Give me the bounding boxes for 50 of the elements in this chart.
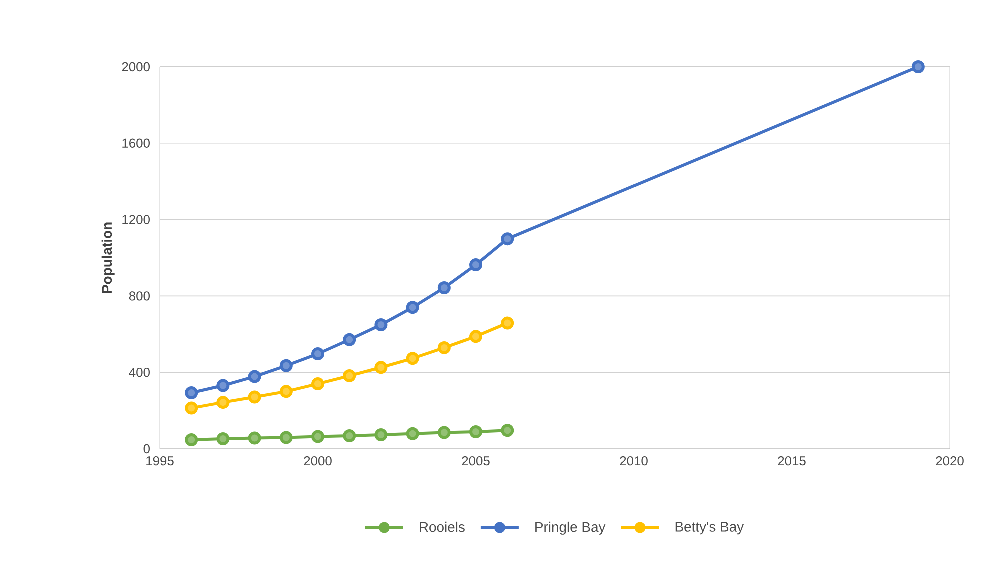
x-tick-label: 1995: [146, 456, 174, 466]
point: [438, 281, 451, 294]
point: [248, 432, 262, 445]
point: [438, 341, 451, 354]
point: [501, 316, 514, 330]
point: [470, 258, 483, 272]
y-tick-label: 0: [144, 444, 150, 454]
point: [248, 370, 262, 384]
point: [312, 348, 325, 361]
point: [501, 424, 514, 438]
legend-label: Betty's Bay: [676, 522, 744, 535]
point: [406, 352, 420, 366]
y-tick-label: 800: [129, 292, 150, 301]
point: [280, 431, 293, 444]
point: [912, 60, 925, 74]
point: [216, 379, 230, 392]
y-tick-label: 1200: [122, 215, 150, 224]
point: [280, 385, 293, 398]
point: [185, 434, 198, 447]
point: [406, 301, 420, 314]
x-tick-label: 2010: [620, 456, 648, 466]
point: [470, 425, 483, 438]
point: [374, 361, 388, 374]
point: [185, 402, 198, 415]
point: [343, 333, 356, 346]
point: [438, 426, 451, 440]
point: [312, 430, 325, 444]
y-tick-label: 1600: [122, 138, 150, 148]
point: [470, 330, 483, 344]
x-tick-label: 2005: [462, 456, 490, 466]
point: [343, 429, 356, 442]
y-axis-title: Population: [102, 222, 115, 294]
legend-label: Rooiels: [420, 522, 465, 532]
point: [312, 378, 325, 391]
point: [501, 232, 514, 246]
x-tick-label: 2020: [936, 456, 964, 466]
point: [185, 386, 198, 400]
point: [374, 428, 388, 442]
point: [406, 427, 420, 440]
y-tick-label: 2000: [122, 62, 150, 72]
point: [374, 318, 388, 332]
point: [216, 396, 230, 410]
y-tick-label: 400: [129, 368, 150, 378]
point: [248, 390, 262, 404]
x-tick-label: 2015: [778, 456, 806, 466]
point: [216, 432, 230, 446]
point: [343, 370, 356, 383]
x-tick-label: 2000: [304, 456, 332, 466]
point: [280, 359, 293, 372]
legend-label: Pringle Bay: [536, 522, 606, 535]
